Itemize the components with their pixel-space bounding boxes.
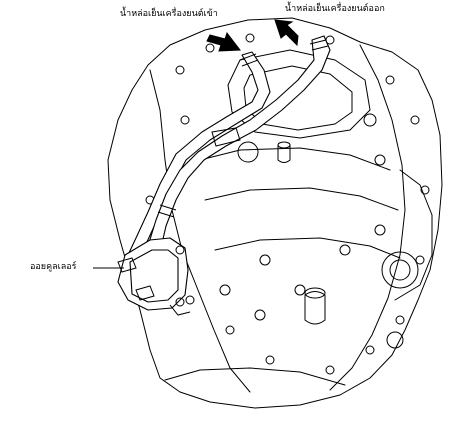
drain-plug [386,331,404,349]
hose-clamp-mid [157,204,177,218]
bolt [265,355,275,365]
cooler-clamp-1 [117,257,137,273]
bolt [339,244,351,256]
oil-cooler-label: ออยคูลเลอร์ [30,262,77,272]
housing-rib-2 [204,187,399,211]
output-port [381,251,419,289]
bolt [185,295,195,305]
housing-rib-3 [214,237,401,259]
bolt [180,115,190,125]
bolt [219,284,231,296]
outlet-clamp [309,39,329,51]
bolt [254,309,266,321]
sensor-post-top [277,141,291,149]
bolt [374,224,386,236]
housing-bottom-edge [164,367,346,386]
cooler-mount [169,304,191,316]
inlet-clamp [239,53,259,67]
bolt [415,255,425,265]
bolt [259,254,271,266]
coolant-out-label: น้ำหล่อเย็นเครื่องยนต์ออก [285,4,385,14]
cooler-clamp-2 [135,285,155,301]
bolt [325,365,335,375]
hose-bracket [211,127,241,147]
bolt [225,325,235,335]
housing-right-cover [329,44,406,391]
bolt [175,65,185,75]
bolt [245,33,255,43]
bolt [395,315,405,325]
bolt [363,113,377,127]
oil-cooler-plate [129,249,179,303]
sensor-post [277,144,291,163]
filler-cap-top [304,287,326,299]
coolant-out-arrow [274,19,299,47]
filler-cap [304,291,326,325]
bolt [410,115,420,125]
bolt [385,75,395,85]
bolt [294,284,306,296]
coolant-in-arrow [206,31,241,52]
housing-flange [394,169,433,301]
coolant-in-label: น้ำหล่อเย็นเครื่องยนต์เข้า [120,9,218,19]
cooler-bolt [175,245,185,255]
sensor-boss [237,141,259,163]
output-port-inner [389,259,411,281]
bolt [374,154,386,166]
bolt [420,185,430,195]
cooler-bolt [175,297,185,307]
transmission-housing [107,17,443,409]
bolt [365,345,375,355]
housing-rib-1 [199,147,391,171]
bolt [205,43,215,53]
